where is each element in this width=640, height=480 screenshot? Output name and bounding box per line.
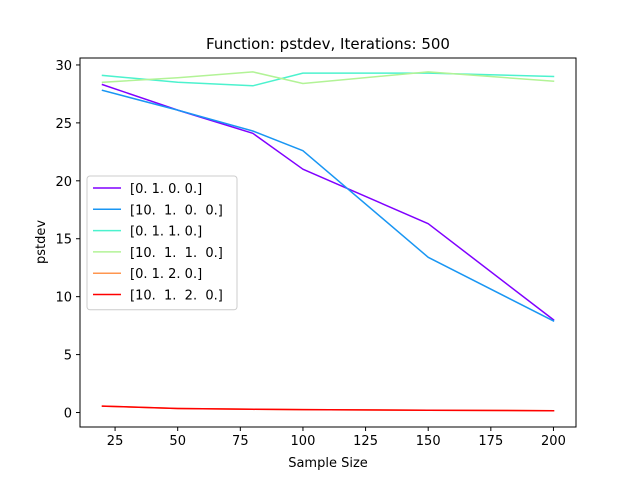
x-tick-label: 25 (107, 434, 124, 449)
legend-entry-label: [0. 1. 0. 0.] (130, 182, 202, 197)
legend-entry-label: [0. 1. 2. 0.] (130, 267, 202, 282)
legend-entry-label: [10. 1. 0. 0.] (130, 203, 223, 218)
legend-box (86, 175, 238, 311)
y-tick-label: 5 (64, 349, 72, 364)
y-axis-ticks: 0 5 10 15 20 25 30 (55, 59, 80, 422)
y-tick-label: 0 (64, 407, 72, 422)
y-tick-label: 20 (55, 175, 72, 190)
x-axis-ticks: 25 50 75 100 125 150 175 200 (107, 427, 566, 449)
x-tick-label: 50 (169, 434, 186, 449)
series-line-6 (101, 405, 555, 412)
series-lines (101, 71, 555, 412)
y-tick-label: 25 (55, 117, 72, 132)
y-tick-label: 30 (55, 59, 72, 74)
series-line-4 (101, 71, 555, 85)
x-tick-label: 175 (478, 434, 503, 449)
chart-title: Function: pstdev, Iterations: 500 (206, 35, 450, 53)
series-line-2 (101, 89, 555, 323)
x-tick-label: 75 (232, 434, 249, 449)
y-axis-label: pstdev (34, 220, 49, 264)
x-tick-label: 200 (541, 434, 566, 449)
x-axis-label: Sample Size (288, 456, 368, 471)
y-tick-label: 15 (55, 233, 72, 248)
y-tick-label: 10 (55, 291, 72, 306)
series-line-1 (101, 83, 555, 321)
legend-entry-label: [10. 1. 1. 0.] (130, 246, 223, 261)
x-tick-label: 150 (416, 434, 441, 449)
legend-entry-label: [0. 1. 1. 0.] (130, 225, 202, 240)
series-line-3 (101, 72, 555, 87)
legend-entry-label: [10. 1. 2. 0.] (130, 289, 223, 304)
plot-frame (79, 57, 577, 428)
legend: [0. 1. 0. 0.] [10. 1. 0. 0.] [0. 1. 1. 0.]… (86, 175, 238, 311)
x-tick-label: 125 (353, 434, 378, 449)
x-tick-label: 100 (291, 434, 316, 449)
